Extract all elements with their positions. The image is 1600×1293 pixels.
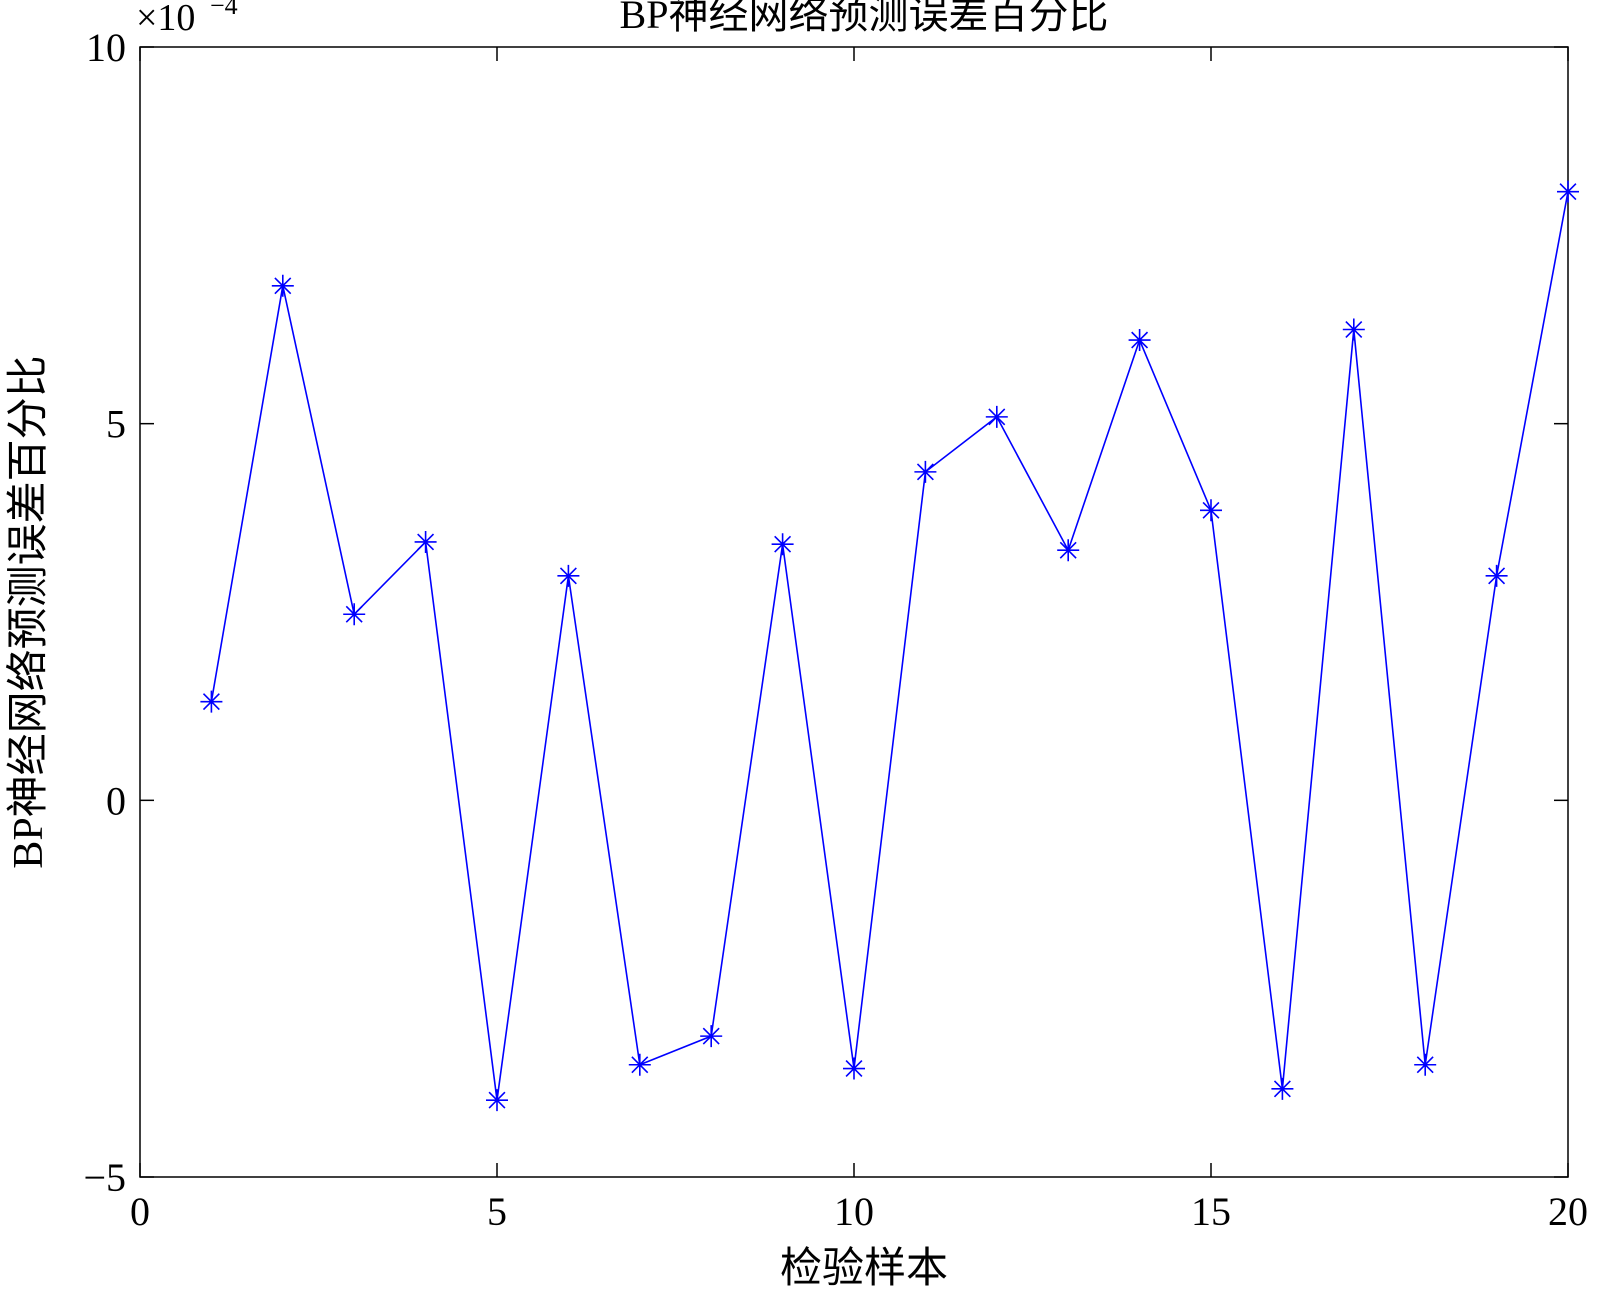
x-tick-label: 5: [487, 1189, 507, 1234]
point-marker: [628, 1053, 651, 1076]
point-marker: [1485, 564, 1508, 587]
x-tick-label: 15: [1191, 1189, 1231, 1234]
point-marker: [1057, 539, 1080, 562]
x-axis-label: 检验样本: [780, 1245, 948, 1292]
y-tick-label: 5: [106, 402, 126, 447]
point-marker: [985, 405, 1008, 428]
point-marker: [200, 690, 223, 713]
point-marker: [557, 564, 580, 587]
point-marker: [1271, 1077, 1294, 1100]
y-tick-label: 10: [86, 25, 126, 70]
x-tick-label: 10: [834, 1189, 874, 1234]
point-marker: [1342, 318, 1365, 341]
point-marker: [486, 1089, 508, 1112]
y-axis-label: BP神经网络预测误差百分比: [5, 355, 52, 868]
y-scale-label: ×10: [136, 0, 195, 39]
point-marker: [1414, 1053, 1437, 1076]
point-marker: [1128, 329, 1151, 352]
x-tick-label: 20: [1548, 1189, 1588, 1234]
point-marker: [414, 530, 437, 553]
series-line: [210, 191, 1569, 1101]
point-marker: [700, 1025, 723, 1048]
point-marker: [843, 1057, 865, 1080]
point-marker: [771, 533, 794, 556]
chart-title: BP神经网络预测误差百分比: [620, 0, 1109, 37]
point-marker: [1557, 180, 1579, 203]
y-scale-exponent: −4: [210, 0, 238, 20]
y-tick-label: 0: [106, 778, 126, 823]
y-tick-label: −5: [83, 1155, 126, 1200]
point-marker: [343, 603, 366, 626]
point-marker: [914, 460, 937, 483]
x-tick-label: 0: [130, 1189, 150, 1234]
point-marker: [1200, 499, 1222, 522]
point-marker: [271, 274, 294, 297]
